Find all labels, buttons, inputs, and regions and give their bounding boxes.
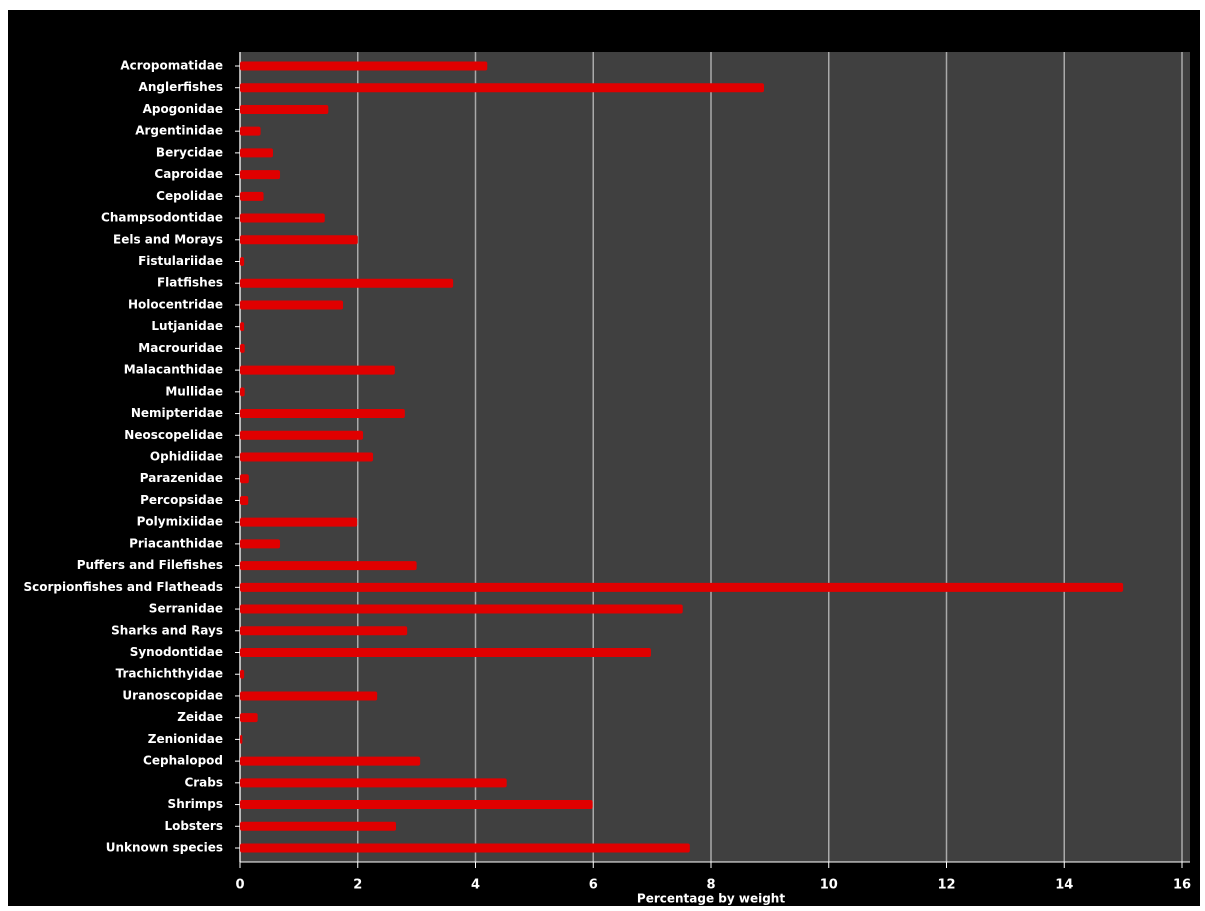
x-tick-label: 6 [589,878,598,893]
y-tick-label: Malacanthidae [124,363,223,377]
bar [240,126,261,136]
bar [240,83,764,93]
y-tick-label: Zenionidae [148,732,223,746]
y-tick-label: Holocentridae [128,297,223,311]
bar [240,235,358,245]
x-tick-label: 4 [471,878,480,893]
bar [240,191,264,201]
y-tick-label: Mullidae [165,384,223,398]
bar [240,778,507,788]
bar [240,713,258,723]
bar [240,756,421,766]
y-tick-label: Lobsters [164,819,223,833]
bar [240,322,245,332]
bar [240,213,325,223]
y-tick-label: Cepolidae [156,189,223,203]
x-tick-label: 16 [1173,878,1191,893]
y-tick-label: Berycidae [156,145,223,159]
x-tick-label: 12 [937,878,955,893]
bar [240,430,364,440]
x-tick-label: 14 [1055,878,1073,893]
y-tick-label: Puffers and Filefishes [77,558,223,572]
bar [240,734,243,744]
y-tick-label: Macrouridae [138,341,223,355]
bar [240,148,273,158]
y-tick-label: Cephalopod [143,754,223,768]
bar [240,604,683,614]
bar [240,669,245,679]
y-tick-label: Champsodontidae [101,211,223,225]
y-tick-label: Acropomatidae [120,59,223,73]
y-tick-label: Synodontidae [130,645,223,659]
bar [240,61,488,71]
bar [240,626,408,636]
bar [240,474,249,484]
y-tick-label: Lutjanidae [151,319,223,333]
y-tick-label: Percopsidae [140,493,223,507]
y-tick-label: Fistulariidae [138,254,223,268]
y-tick-label: Neoscopelidae [124,428,223,442]
bar [240,691,378,701]
bar [240,452,374,462]
x-tick-label: 0 [235,878,244,893]
bar [240,365,395,375]
bar [240,104,329,114]
y-tick-label: Unknown species [106,841,223,855]
y-tick-label: Argentinidae [135,124,223,138]
y-tick-label: Trachichthyidae [116,667,223,681]
y-tick-label: Parazenidae [140,471,223,485]
bar [240,300,344,310]
y-tick-label: Apogonidae [143,102,223,116]
y-tick-label: Anglerfishes [139,80,223,94]
y-tick-label: Polymixiidae [137,515,223,529]
bar [240,387,245,397]
y-tick-label: Uranoscopidae [122,688,223,702]
bar [240,843,690,853]
y-tick-label: Crabs [184,775,223,789]
plot-area [240,52,1190,862]
bar [240,800,593,810]
bar [240,561,417,571]
y-tick-label: Zeidae [177,710,223,724]
x-tick-label: 2 [353,878,362,893]
bar [240,821,397,831]
bar [240,539,281,549]
y-tick-label: Sharks and Rays [111,623,223,637]
x-tick-label: 8 [706,878,715,893]
bar [240,517,358,527]
bar [240,278,454,288]
y-tick-label: Caproidae [154,167,223,181]
bar [240,582,1124,592]
y-tick-label: Eels and Morays [113,232,223,246]
x-axis-label: Percentage by weight [637,892,785,906]
bar [240,648,651,657]
bar [240,343,245,353]
y-tick-label: Priacanthidae [129,536,223,550]
y-tick-label: Flatfishes [157,276,223,290]
y-tick-label: Ophidiidae [150,450,223,464]
bar [240,409,405,419]
y-tick-label: Nemipteridae [131,406,223,420]
bar [240,170,281,180]
bar [240,495,249,505]
y-tick-label: Shrimps [168,797,223,811]
x-tick-label: 10 [820,878,838,893]
y-tick-label: Scorpionfishes and Flatheads [23,580,223,594]
bar [240,257,245,266]
y-tick-label: Serranidae [149,602,223,616]
